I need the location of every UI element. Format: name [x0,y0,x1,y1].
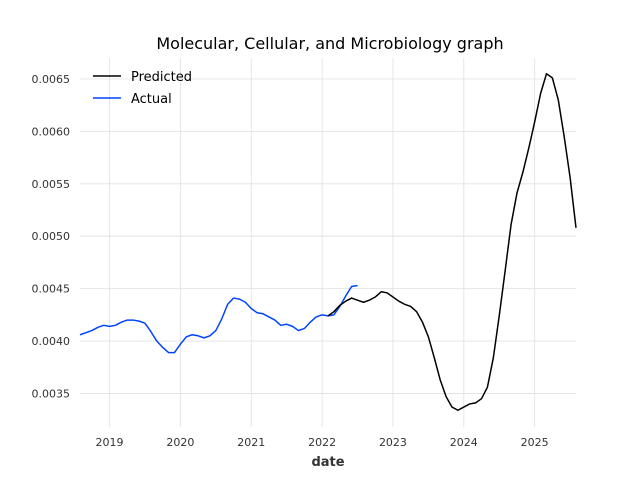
grid-lines [80,58,576,427]
x-axis-label: date [311,455,344,470]
x-tick-label: 2023 [379,436,407,449]
y-tick-label: 0.0040 [32,335,71,348]
x-tick-label: 2025 [521,436,549,449]
y-tick-label: 0.0045 [32,283,71,296]
series-lines [79,72,577,411]
x-tick-label: 2022 [308,436,336,449]
series-line-actual [79,284,358,354]
x-tick-label: 2021 [237,436,265,449]
y-tick-label: 0.0060 [32,125,71,138]
y-tick-label: 0.0035 [32,387,71,400]
y-tick-label: 0.0050 [32,230,71,243]
legend-label-actual: Actual [131,92,172,107]
y-axis-ticks: 0.0035 0.0040 0.0045 0.0050 0.0055 0.0060 0.00… [32,73,71,400]
y-tick-label: 0.0065 [32,73,71,86]
legend: Predicted Actual [93,70,192,107]
legend-label-predicted: Predicted [131,70,192,85]
x-axis-ticks: 2019 2020 2021 2022 2023 2024 2025 [96,436,549,449]
x-tick-label: 2024 [450,436,478,449]
x-tick-label: 2019 [96,436,124,449]
y-tick-label: 0.0055 [32,178,71,191]
series-line-predicted [327,72,577,411]
x-tick-label: 2020 [166,436,194,449]
chart-title: Molecular, Cellular, and Microbiology gr… [156,34,503,53]
